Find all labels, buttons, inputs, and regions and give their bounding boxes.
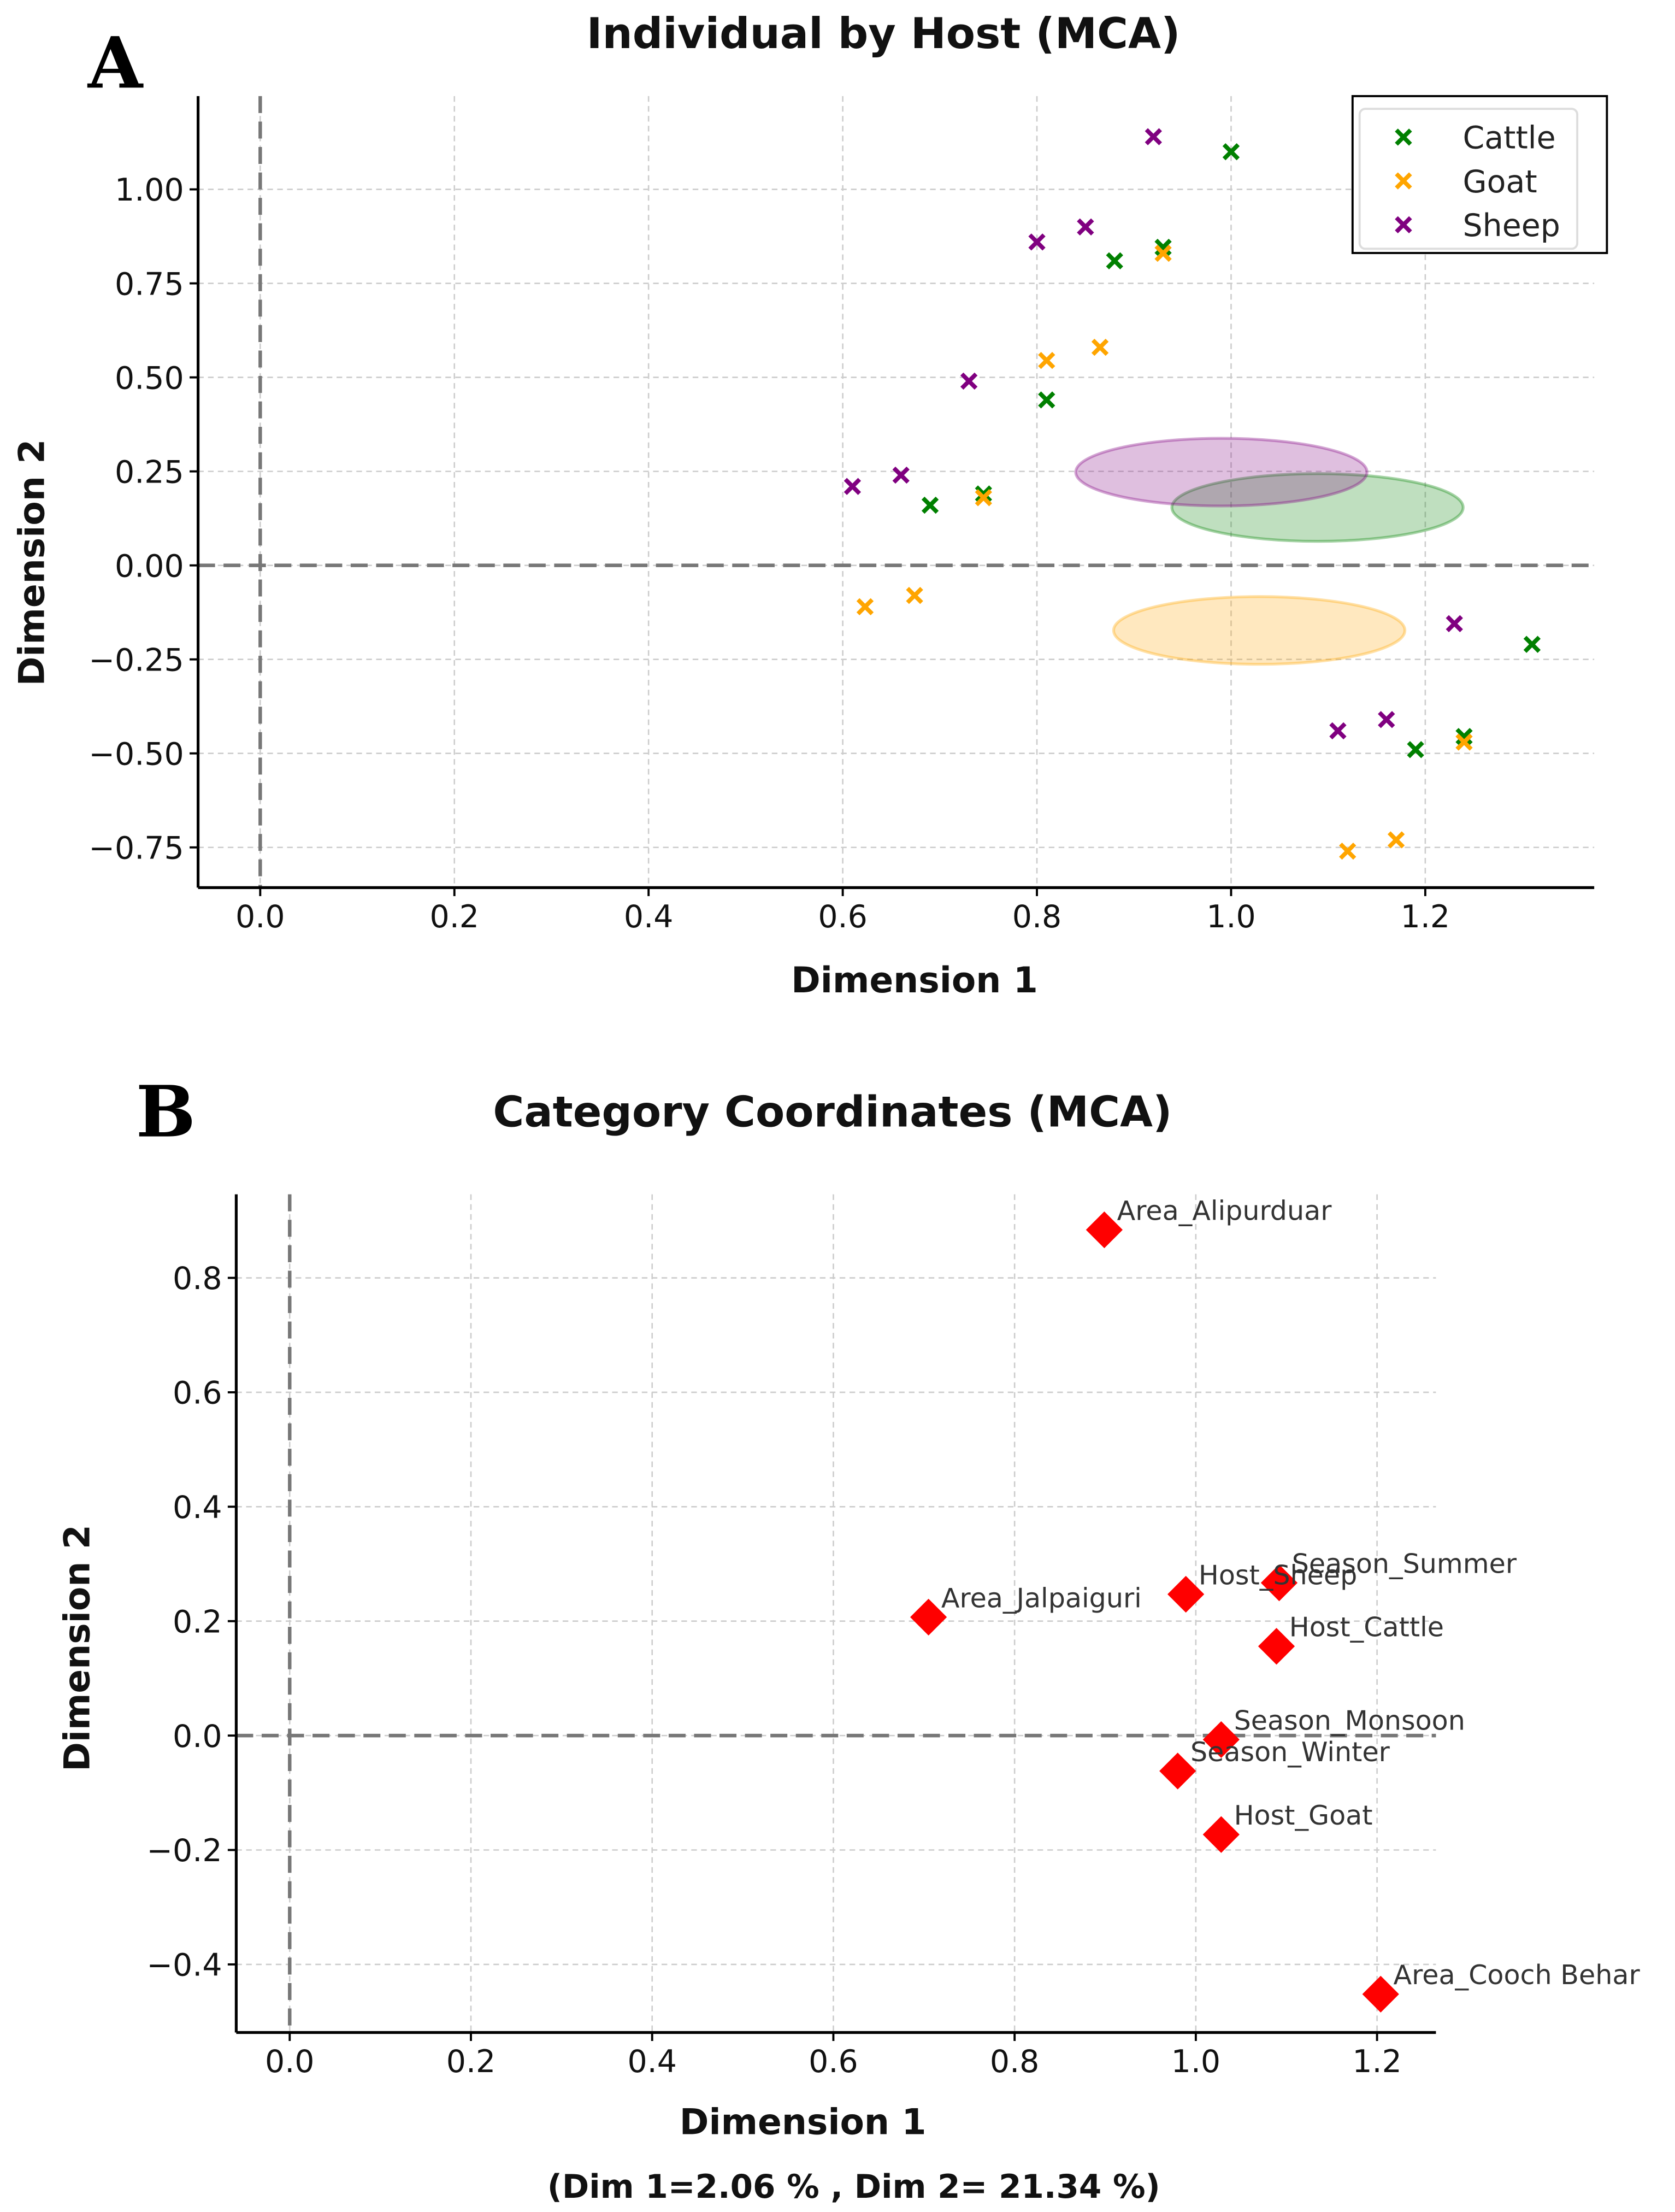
data-point-cattle xyxy=(1038,391,1055,409)
chart-b-plot: 0.0 0.2 0.4 0.6 0.8 1.0 1.2 −0.4 −0.2 0.0 0.2 0.4 0.… xyxy=(146,1194,1641,2080)
data-point-goat xyxy=(975,489,992,507)
x-tick-label: 0.0 xyxy=(235,899,285,935)
y-tick-label: −0.2 xyxy=(146,1833,222,1869)
data-point-cattle xyxy=(1407,741,1424,758)
y-tick-label: 0.25 xyxy=(115,454,184,490)
x-tick-label: 0.2 xyxy=(429,899,479,935)
x-tick-label: 1.0 xyxy=(1171,2044,1220,2080)
y-tick-label: 1.00 xyxy=(115,172,184,208)
data-point-sheep xyxy=(960,372,978,390)
chart-b-ylabel: Dimension 2 xyxy=(57,1525,98,1772)
category-label: Season_Winter xyxy=(1190,1736,1390,1768)
data-point-sheep xyxy=(1145,128,1162,145)
y-tick-label: 0.6 xyxy=(173,1375,222,1411)
y-tick-label: −0.50 xyxy=(89,736,184,772)
data-point-cattle xyxy=(1523,636,1541,653)
y-tick-label: 0.8 xyxy=(173,1261,222,1297)
data-point-cattle xyxy=(1222,143,1240,161)
category-label: Host_Sheep xyxy=(1199,1559,1357,1591)
legend-marker-goat xyxy=(1395,172,1412,190)
data-point-sheep xyxy=(1446,615,1463,632)
data-point-cattle xyxy=(1154,238,1172,256)
data-point-goat xyxy=(856,598,874,616)
x-tick-label: 0.8 xyxy=(1012,899,1061,935)
legend-label-goat: Goat xyxy=(1463,164,1537,200)
data-point-sheep xyxy=(1077,218,1094,236)
legend-marker-cattle xyxy=(1395,128,1412,146)
data-point-goat xyxy=(906,587,923,604)
y-tick-label: −0.4 xyxy=(146,1948,222,1984)
data-point-sheep xyxy=(892,466,910,484)
data-point-sheep xyxy=(1378,711,1395,728)
x-tick-label: 1.0 xyxy=(1206,899,1255,935)
category-label: Season_Summer xyxy=(1292,1548,1517,1579)
chart-a-plot: 0.0 0.2 0.4 0.6 0.8 1.0 1.2 −0.75 −0.50 −0.25 0.00… xyxy=(89,95,1608,935)
data-point-cattle xyxy=(1106,252,1123,269)
panel-label-b: B xyxy=(136,1071,196,1154)
chart-a-title: Individual by Host (MCA) xyxy=(587,9,1181,58)
data-point-cattle xyxy=(921,496,939,514)
category-label: Season_Monsoon xyxy=(1234,1704,1465,1736)
category-point xyxy=(1362,1975,1399,2013)
category-label: Host_Cattle xyxy=(1289,1611,1444,1643)
category-label: Area_Alipurduar xyxy=(1117,1195,1332,1226)
panel-label-a: A xyxy=(87,22,144,104)
confidence-ellipse-cattle xyxy=(1170,472,1465,543)
y-tick-label: 0.2 xyxy=(173,1604,222,1640)
category-point xyxy=(1258,1628,1295,1665)
data-point-sheep xyxy=(1329,722,1347,740)
x-tick-label: 0.6 xyxy=(809,2044,858,2080)
data-point-goat xyxy=(1387,831,1405,849)
data-point-cattle xyxy=(1455,728,1473,745)
category-point xyxy=(910,1598,947,1636)
legend-label-sheep: Sheep xyxy=(1463,208,1560,244)
y-tick-label: −0.75 xyxy=(89,830,184,866)
y-tick-label: 0.50 xyxy=(115,360,184,396)
y-tick-label: 0.4 xyxy=(173,1490,222,1526)
x-tick-label: 0.4 xyxy=(624,899,673,935)
y-tick-label: 0.0 xyxy=(173,1719,222,1755)
category-label: Area_Jalpaiguri xyxy=(941,1582,1142,1614)
chart-a-ylabel: Dimension 2 xyxy=(12,439,53,686)
x-tick-label: 0.2 xyxy=(446,2044,496,2080)
x-tick-label: 1.2 xyxy=(1352,2044,1401,2080)
data-point-sheep xyxy=(1028,233,1046,251)
y-tick-label: 0.75 xyxy=(115,266,184,302)
x-tick-label: 0.4 xyxy=(627,2044,676,2080)
x-tick-label: 0.6 xyxy=(818,899,867,935)
chart-b-footnote: (Dim 1=2.06 % , Dim 2= 21.34 %) xyxy=(547,2168,1160,2206)
chart-a-xlabel: Dimension 1 xyxy=(791,960,1038,1001)
y-tick-label: −0.25 xyxy=(89,642,184,678)
category-point xyxy=(1202,1721,1240,1758)
category-label: Host_Goat xyxy=(1234,1799,1373,1831)
data-point-goat xyxy=(1091,338,1109,356)
data-point-sheep xyxy=(844,478,862,495)
x-tick-label: 0.0 xyxy=(265,2044,314,2080)
category-point xyxy=(1167,1575,1205,1613)
category-label: Area_Cooch Behar xyxy=(1394,1959,1641,1991)
data-point-goat xyxy=(1154,244,1172,262)
y-tick-label: 0.00 xyxy=(115,548,184,584)
legend-label-cattle: Cattle xyxy=(1463,120,1556,156)
category-point xyxy=(1202,1816,1240,1853)
x-tick-label: 0.8 xyxy=(990,2044,1039,2080)
x-tick-label: 1.2 xyxy=(1401,899,1450,935)
confidence-ellipse-sheep xyxy=(1074,437,1369,508)
data-point-goat xyxy=(1455,733,1473,751)
data-point-goat xyxy=(1339,842,1356,860)
legend-marker-sheep xyxy=(1395,216,1412,233)
legend: Cattle Goat Sheep xyxy=(1351,95,1608,254)
data-point-goat xyxy=(1038,351,1055,369)
chart-b-title: Category Coordinates (MCA) xyxy=(493,1088,1172,1137)
legend-frame xyxy=(1358,108,1579,250)
data-point-cattle xyxy=(975,485,992,503)
confidence-ellipse-goat xyxy=(1112,595,1407,666)
chart-b-xlabel: Dimension 1 xyxy=(680,2102,927,2143)
